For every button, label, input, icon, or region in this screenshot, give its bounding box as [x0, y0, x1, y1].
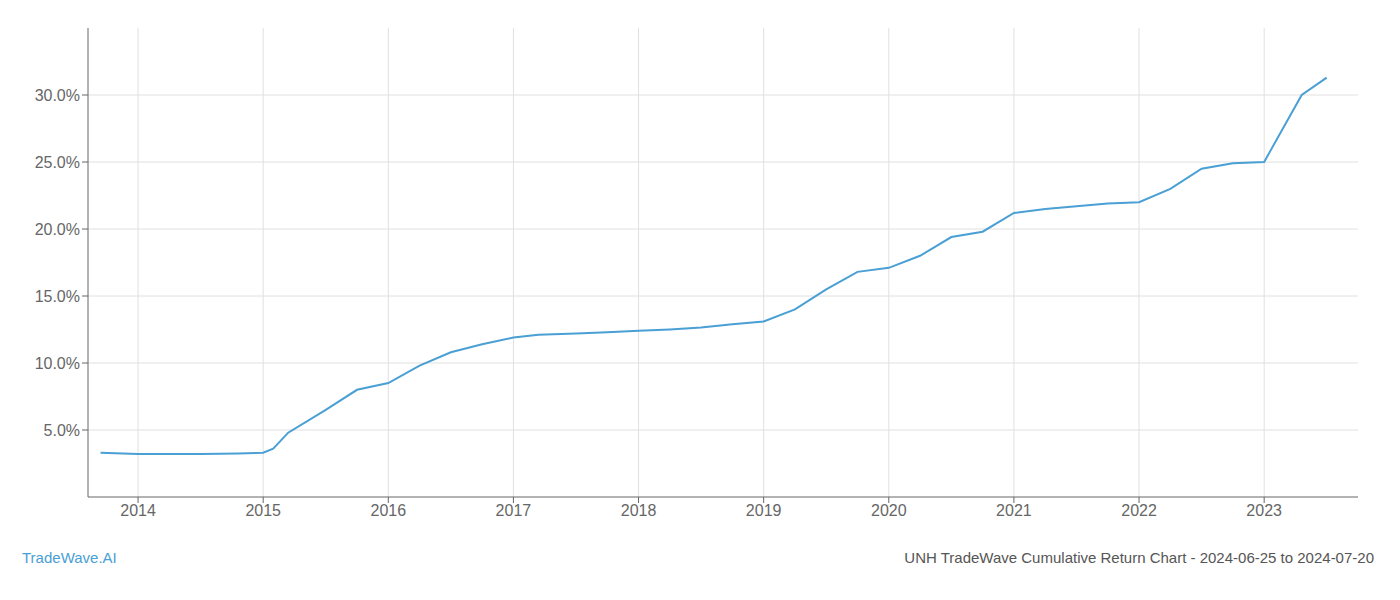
html-text:UNH TradeWave Cumulative Retur: UNH TradeWave Cumulative Return Chart - … [904, 549, 1374, 566]
svg-text:2017: 2017 [496, 502, 532, 519]
svg-text:2016: 2016 [370, 502, 406, 519]
svg-text:10.0%: 10.0% [35, 355, 80, 372]
svg-text:2018: 2018 [621, 502, 657, 519]
svg-text:25.0%: 25.0% [35, 154, 80, 171]
svg-text:20.0%: 20.0% [35, 221, 80, 238]
svg-text:2021: 2021 [996, 502, 1032, 519]
svg-text:15.0%: 15.0% [35, 288, 80, 305]
svg-text:2014: 2014 [120, 502, 156, 519]
svg-text:30.0%: 30.0% [35, 87, 80, 104]
svg-text:2015: 2015 [245, 502, 281, 519]
svg-text:2020: 2020 [871, 502, 907, 519]
svg-text:2022: 2022 [1121, 502, 1157, 519]
svg-text:5.0%: 5.0% [44, 422, 80, 439]
svg-text:2023: 2023 [1246, 502, 1282, 519]
html-text:TradeWave.AI: TradeWave.AI [22, 549, 117, 566]
svg-text:2019: 2019 [746, 502, 782, 519]
